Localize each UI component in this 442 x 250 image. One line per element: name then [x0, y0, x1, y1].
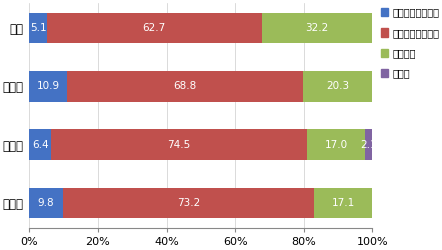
Bar — [262, 13, 372, 43]
Bar — [67, 71, 303, 102]
Text: 62.7: 62.7 — [143, 23, 166, 33]
Text: 32.2: 32.2 — [305, 23, 329, 33]
Bar — [29, 13, 47, 43]
Text: 73.2: 73.2 — [177, 198, 200, 208]
Bar — [51, 130, 307, 160]
Bar — [314, 188, 373, 218]
Bar — [63, 188, 314, 218]
Legend: 詳しく知っている, 少しは知っている, 知らない, 無回答: 詳しく知っている, 少しは知っている, 知らない, 無回答 — [381, 8, 439, 78]
Text: 68.8: 68.8 — [173, 82, 196, 92]
Bar — [47, 13, 262, 43]
Text: 2.1: 2.1 — [360, 140, 377, 149]
Text: 6.4: 6.4 — [32, 140, 49, 149]
Bar — [29, 130, 51, 160]
Text: 9.8: 9.8 — [38, 198, 54, 208]
Text: 17.0: 17.0 — [324, 140, 347, 149]
Text: 17.1: 17.1 — [332, 198, 355, 208]
Text: 10.9: 10.9 — [36, 82, 60, 92]
Text: 74.5: 74.5 — [168, 140, 191, 149]
Text: 20.3: 20.3 — [326, 82, 349, 92]
Text: 5.1: 5.1 — [30, 23, 46, 33]
Bar — [303, 71, 372, 102]
Bar — [307, 130, 365, 160]
Bar — [29, 188, 63, 218]
Bar — [29, 71, 67, 102]
Bar — [365, 130, 372, 160]
